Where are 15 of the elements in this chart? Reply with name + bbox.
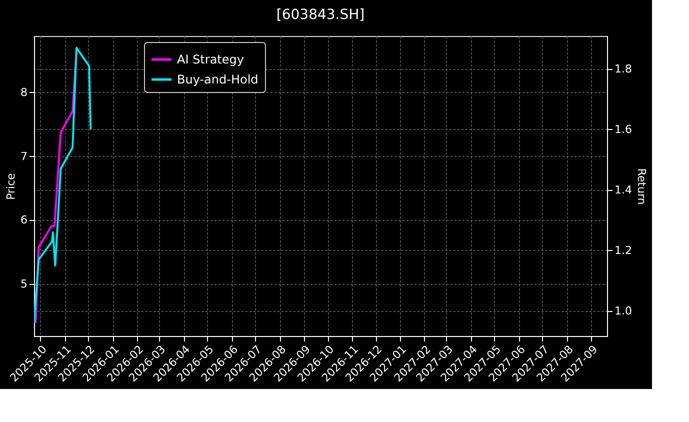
y2-axis-title: Return	[634, 168, 648, 205]
y2-tick-label: 1.4	[614, 183, 632, 196]
legend-label: Buy-and-Hold	[177, 72, 258, 86]
chart-title: [603843.SH]	[276, 7, 365, 23]
y-tick-label: 8	[20, 86, 28, 99]
y2-tick-label: 1.8	[614, 62, 632, 76]
y-tick-label: 6	[20, 214, 28, 227]
y-tick-label: 5	[20, 278, 28, 291]
y-axis-title: Price	[4, 172, 18, 200]
y-tick-label: 7	[20, 150, 28, 163]
y2-tick-label: 1.0	[614, 304, 632, 318]
legend-label: AI Strategy	[177, 52, 244, 66]
y2-tick-label: 1.2	[614, 244, 632, 257]
line-series	[34, 46, 92, 324]
y2-tick-label: 1.6	[614, 122, 632, 136]
